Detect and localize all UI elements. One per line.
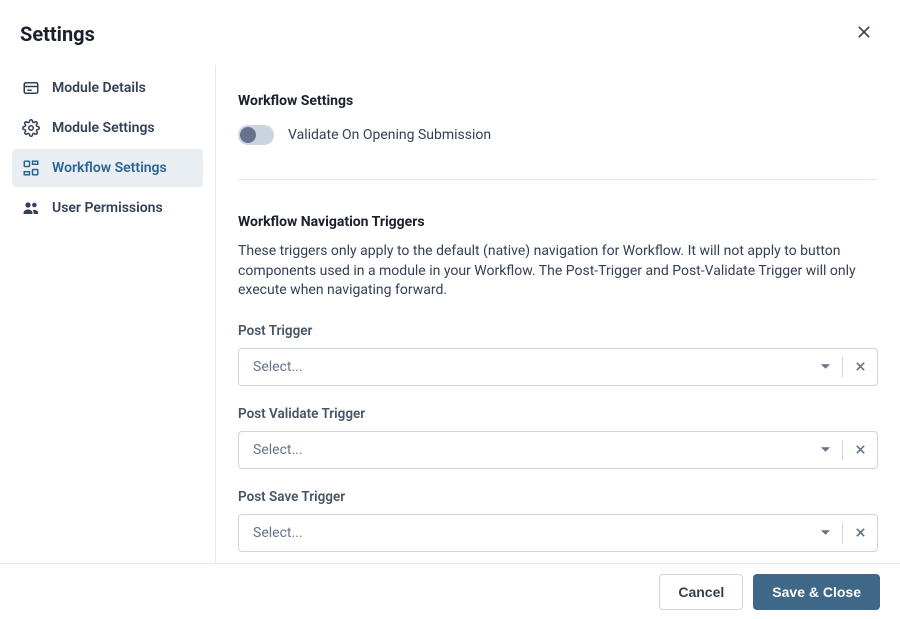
sidebar-item-user-permissions[interactable]: User Permissions [12,189,203,227]
post-validate-trigger-select[interactable]: Select... [238,431,878,469]
post-save-trigger-field: Post Save Trigger Select... [238,489,878,552]
section-divider [238,179,878,180]
modal-content: Module Details Module Settings Workflow … [0,65,900,569]
post-trigger-label: Post Trigger [238,323,878,339]
workflow-settings-title: Workflow Settings [238,93,878,109]
select-controls [808,515,877,551]
sidebar-item-module-settings[interactable]: Module Settings [12,109,203,147]
modal-title: Settings [20,22,95,46]
sidebar-item-label: User Permissions [52,200,163,216]
select-placeholder: Select... [239,349,808,385]
sidebar-item-label: Module Settings [52,120,155,136]
settings-main-panel: Workflow Settings Validate On Opening Su… [216,65,900,569]
modal-footer: Cancel Save & Close [0,563,900,619]
clear-icon[interactable] [843,349,877,385]
select-placeholder: Select... [239,432,808,468]
close-button[interactable] [852,20,876,47]
clear-icon[interactable] [843,432,877,468]
workflow-icon [22,159,40,177]
select-controls [808,432,877,468]
sidebar-item-module-details[interactable]: Module Details [12,69,203,107]
card-icon [22,79,40,97]
chevron-down-icon[interactable] [808,515,842,551]
clear-icon[interactable] [843,515,877,551]
toggle-handle [240,127,256,143]
chevron-down-icon[interactable] [808,349,842,385]
sidebar-item-label: Workflow Settings [52,160,167,176]
modal-header: Settings [0,0,900,65]
validate-toggle-label: Validate On Opening Submission [288,127,491,143]
post-save-trigger-label: Post Save Trigger [238,489,878,505]
validate-toggle-row: Validate On Opening Submission [238,125,878,145]
save-close-button[interactable]: Save & Close [753,574,880,610]
nav-triggers-description: These triggers only apply to the default… [238,242,878,301]
sidebar-item-workflow-settings[interactable]: Workflow Settings [12,149,203,187]
nav-triggers-title: Workflow Navigation Triggers [238,214,878,230]
select-controls [808,349,877,385]
close-icon [856,24,872,43]
chevron-down-icon[interactable] [808,432,842,468]
post-validate-trigger-label: Post Validate Trigger [238,406,878,422]
post-validate-trigger-field: Post Validate Trigger Select... [238,406,878,469]
settings-sidebar: Module Details Module Settings Workflow … [0,65,216,569]
post-trigger-field: Post Trigger Select... [238,323,878,386]
post-trigger-select[interactable]: Select... [238,348,878,386]
gear-icon [22,119,40,137]
validate-toggle[interactable] [238,125,274,145]
sidebar-item-label: Module Details [52,80,146,96]
select-placeholder: Select... [239,515,808,551]
cancel-button[interactable]: Cancel [659,574,743,610]
post-save-trigger-select[interactable]: Select... [238,514,878,552]
users-icon [22,199,40,217]
